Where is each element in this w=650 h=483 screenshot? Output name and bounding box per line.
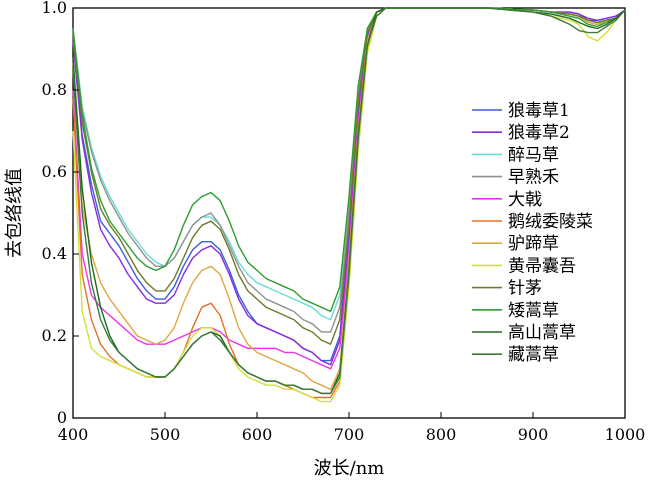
series-line-10 — [72, 7, 626, 313]
x-tick-label: 800 — [426, 425, 457, 444]
y-axis-title: 去包络线值 — [4, 168, 25, 258]
legend-label: 针茅 — [508, 279, 542, 299]
y-tick-label: 0.6 — [42, 162, 67, 181]
legend-label: 早熟禾 — [508, 167, 559, 188]
legend-label: 狼毒草1 — [508, 101, 570, 121]
legend-label: 藏蒿草 — [508, 345, 559, 365]
legend-label: 大戟 — [508, 190, 542, 210]
y-tick-label: 0 — [57, 408, 67, 427]
y-tick-label: 0.2 — [42, 326, 67, 345]
series-layer — [72, 7, 626, 403]
legend-label: 驴蹄草 — [508, 234, 559, 254]
legend-label: 矮蒿草 — [508, 301, 559, 321]
x-tick-label: 500 — [150, 425, 181, 444]
legend-label: 高山蒿草 — [508, 323, 576, 343]
x-tick-label: 700 — [334, 425, 365, 444]
x-axis-title: 波长/nm — [314, 458, 385, 479]
y-tick-label: 0.4 — [42, 244, 67, 263]
legend-label: 醉马草 — [508, 145, 559, 165]
axis-layer: 400 500 600 700 800 900 1000 0 0.2 0.4 0.6 0.8 1.0 — [42, 0, 646, 444]
x-tick-label: 600 — [242, 425, 273, 444]
legend-label: 狼毒草2 — [508, 123, 570, 143]
legend-label: 鹅绒委陵菜 — [508, 212, 593, 232]
y-tick-label: 1.0 — [42, 0, 67, 17]
y-tick-label: 0.8 — [42, 80, 67, 99]
x-tick-label: 1000 — [605, 425, 646, 444]
legend-label: 黄帚囊吾 — [508, 256, 576, 276]
series-line-12 — [72, 7, 626, 395]
x-tick-label: 900 — [518, 425, 549, 444]
x-tick-label: 400 — [58, 425, 89, 444]
